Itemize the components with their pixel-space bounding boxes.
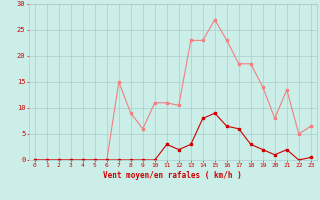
X-axis label: Vent moyen/en rafales ( km/h ): Vent moyen/en rafales ( km/h ) (103, 171, 242, 180)
